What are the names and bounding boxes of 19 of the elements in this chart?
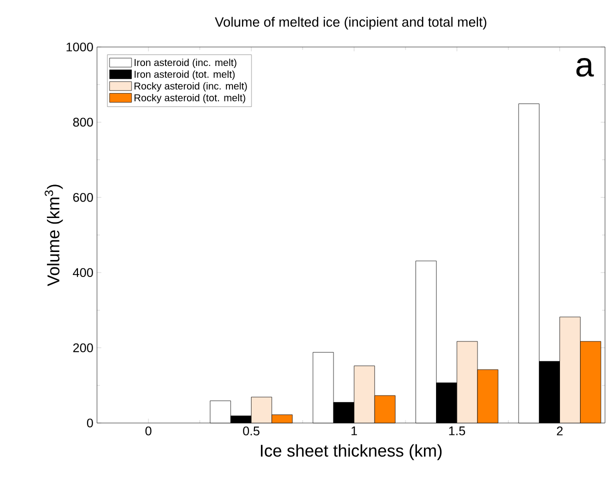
y-axis-title: Volume (km$^{3}$)	[44, 184, 63, 286]
y-tick-label: 200	[73, 343, 93, 352]
x-tick-label: 1	[352, 426, 357, 436]
x-tick-label: 0	[145, 426, 152, 436]
y-tick-label: 400	[72, 268, 93, 278]
y-tick-label: 1000	[66, 42, 93, 52]
x-axis-title: Ice sheet thickness (km)	[260, 444, 442, 460]
chart-title: Volume of melted ice (incipient and total melt)	[214, 16, 486, 30]
x-tick-label: 0.5	[243, 426, 260, 436]
x-tick-label: 1.5	[449, 426, 466, 436]
x-tick-label: 2	[556, 426, 563, 436]
legend-label: Iron asteroid (tot. melt)	[134, 70, 235, 80]
y-tick-label: 800	[73, 118, 93, 127]
y-tick-label: 600	[73, 192, 93, 202]
legend-label: Rocky asteroid (tot. melt)	[134, 94, 246, 104]
legend-label: Iron asteroid (inc. melt)	[134, 58, 236, 68]
legend-label: Rocky asteroid (inc. melt)	[134, 82, 247, 92]
annotation: a	[576, 58, 594, 77]
y-tick-label: 0	[87, 418, 93, 428]
